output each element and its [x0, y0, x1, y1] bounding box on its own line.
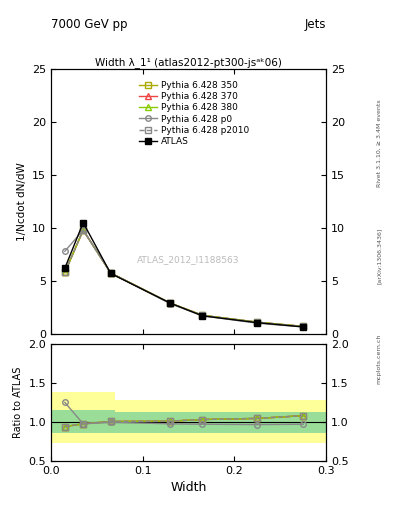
Pythia 6.428 370	[108, 270, 113, 276]
Text: mcplots.cern.ch: mcplots.cern.ch	[377, 333, 382, 383]
Pythia 6.428 p2010	[62, 269, 67, 275]
ATLAS	[81, 220, 86, 226]
Bar	[115, 400, 161, 443]
Pythia 6.428 p0	[301, 324, 306, 330]
Pythia 6.428 380	[200, 312, 205, 318]
ATLAS	[301, 324, 306, 330]
Title: Width λ_1¹ (atlas2012-pt300-jsᵃᵏ06): Width λ_1¹ (atlas2012-pt300-jsᵃᵏ06)	[95, 57, 282, 68]
Pythia 6.428 p2010	[81, 227, 86, 233]
Line: Pythia 6.428 370: Pythia 6.428 370	[62, 227, 306, 329]
Bar	[51, 392, 115, 443]
ATLAS	[62, 265, 67, 271]
Pythia 6.428 350	[81, 227, 86, 233]
Pythia 6.428 p2010	[168, 300, 173, 306]
Pythia 6.428 380	[301, 324, 306, 330]
Text: Rivet 3.1.10, ≥ 3.4M events: Rivet 3.1.10, ≥ 3.4M events	[377, 99, 382, 187]
Pythia 6.428 p2010	[108, 270, 113, 276]
Bar	[161, 400, 326, 443]
Legend: Pythia 6.428 350, Pythia 6.428 370, Pythia 6.428 380, Pythia 6.428 p0, Pythia 6.: Pythia 6.428 350, Pythia 6.428 370, Pyth…	[138, 79, 251, 148]
Pythia 6.428 p0	[168, 301, 173, 307]
Pythia 6.428 350	[301, 324, 306, 330]
Y-axis label: 1/Ncdot dN/dW: 1/Ncdot dN/dW	[17, 162, 27, 241]
Line: Pythia 6.428 380: Pythia 6.428 380	[62, 227, 306, 329]
Pythia 6.428 370	[200, 312, 205, 318]
ATLAS	[200, 313, 205, 319]
Line: Pythia 6.428 350: Pythia 6.428 350	[62, 227, 306, 329]
Y-axis label: Ratio to ATLAS: Ratio to ATLAS	[13, 367, 23, 438]
Bar	[161, 412, 326, 433]
Bar	[115, 412, 161, 433]
Pythia 6.428 370	[255, 319, 260, 325]
X-axis label: Width: Width	[171, 481, 207, 494]
Pythia 6.428 p0	[255, 320, 260, 326]
Pythia 6.428 370	[81, 227, 86, 233]
Pythia 6.428 p2010	[301, 324, 306, 330]
Pythia 6.428 350	[62, 269, 67, 275]
Pythia 6.428 370	[62, 269, 67, 275]
Line: Pythia 6.428 p0: Pythia 6.428 p0	[62, 227, 306, 330]
Text: 7000 GeV pp: 7000 GeV pp	[51, 18, 128, 31]
Pythia 6.428 380	[62, 269, 67, 275]
ATLAS	[108, 270, 113, 276]
Line: Pythia 6.428 p2010: Pythia 6.428 p2010	[62, 227, 306, 329]
ATLAS	[255, 319, 260, 326]
ATLAS	[168, 300, 173, 306]
Pythia 6.428 p0	[200, 313, 205, 319]
Pythia 6.428 p2010	[255, 319, 260, 325]
Pythia 6.428 370	[301, 324, 306, 330]
Pythia 6.428 p0	[62, 248, 67, 254]
Pythia 6.428 370	[168, 300, 173, 306]
Pythia 6.428 380	[108, 270, 113, 276]
Text: [arXiv:1306.3436]: [arXiv:1306.3436]	[377, 228, 382, 284]
Pythia 6.428 p0	[108, 270, 113, 276]
Pythia 6.428 380	[255, 319, 260, 325]
Pythia 6.428 p2010	[200, 312, 205, 318]
Text: ATLAS_2012_I1188563: ATLAS_2012_I1188563	[138, 255, 240, 264]
Bar	[51, 410, 115, 433]
Pythia 6.428 p0	[81, 227, 86, 233]
Pythia 6.428 350	[200, 312, 205, 318]
Line: ATLAS: ATLAS	[61, 219, 307, 330]
Pythia 6.428 380	[168, 300, 173, 306]
Text: Jets: Jets	[305, 18, 326, 31]
Pythia 6.428 350	[108, 270, 113, 276]
Pythia 6.428 380	[81, 227, 86, 233]
Pythia 6.428 350	[168, 300, 173, 306]
Pythia 6.428 350	[255, 319, 260, 325]
